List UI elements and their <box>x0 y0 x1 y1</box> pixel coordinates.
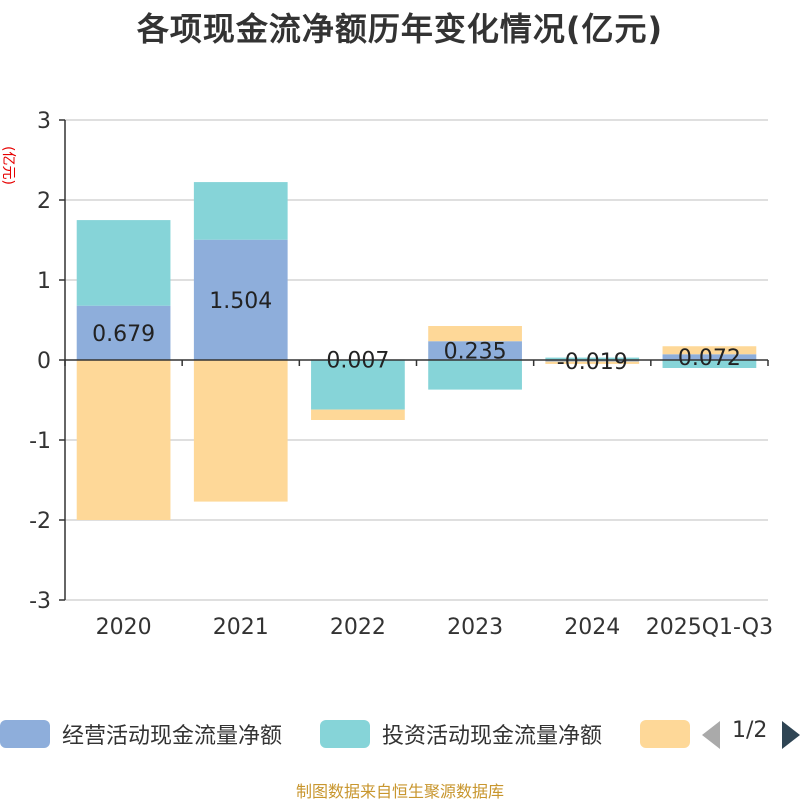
legend-item-operating[interactable]: 经营活动现金流量净额 <box>0 712 282 756</box>
x-tick-label: 2024 <box>564 615 620 640</box>
y-tick-label: 1 <box>37 269 51 294</box>
data-source-note: 制图数据来自恒生聚源数据库 <box>295 782 504 801</box>
legend-page-indicator: 1/2 <box>732 718 768 743</box>
legend-label-operating: 经营活动现金流量净额 <box>62 724 283 749</box>
legend-swatch-operating <box>0 720 50 748</box>
legend-prev-page-icon[interactable] <box>702 721 720 749</box>
x-tick-label: 2023 <box>447 615 503 640</box>
bar-series2-2021[interactable] <box>193 360 288 502</box>
data-label-2021: 1.504 <box>209 289 272 314</box>
bar-series0-2024[interactable] <box>545 360 640 362</box>
data-label-2023: 0.235 <box>444 340 507 365</box>
bar-series2-2024[interactable] <box>545 361 640 364</box>
legend-next-page-icon[interactable] <box>782 721 800 749</box>
legend-item-investing[interactable]: 投资活动现金流量净额 <box>320 712 602 756</box>
y-tick-label: 2 <box>37 189 51 214</box>
bar-series1-2020[interactable] <box>76 220 171 306</box>
data-label-2025Q1-Q3: 0.072 <box>678 346 741 371</box>
y-tick-label: 0 <box>37 349 51 374</box>
data-label-2022: 0.007 <box>326 349 389 374</box>
bar-series1-2022[interactable] <box>311 360 405 410</box>
bar-series1-2021[interactable] <box>193 182 288 240</box>
legend-swatch-financing <box>640 720 690 748</box>
y-tick-label: -3 <box>29 589 51 614</box>
x-tick-label: 2022 <box>330 615 386 640</box>
bar-series1-2025Q1-Q3[interactable] <box>662 360 757 368</box>
bar-series2-2025Q1-Q3[interactable] <box>662 346 757 355</box>
y-axis-unit-label: (亿元) <box>0 146 16 185</box>
y-tick-label: -1 <box>29 429 51 454</box>
legend: 经营活动现金流量净额 投资活动现金流量净额 <box>0 712 800 756</box>
legend-swatch-investing <box>320 720 370 748</box>
legend-item-financing[interactable] <box>640 712 690 756</box>
bar-series2-2020[interactable] <box>76 360 171 520</box>
x-tick-label: 2021 <box>213 615 269 640</box>
x-tick-label: 2025Q1-Q3 <box>646 615 773 640</box>
chart-plot: (亿元) -3 -2 -1 0 1 2 3 2020 2021 2022 2023 2024 2025… <box>0 109 773 640</box>
bar-series0-2021[interactable] <box>193 239 288 360</box>
bar-series1-2023[interactable] <box>428 360 522 390</box>
legend-label-investing: 投资活动现金流量净额 <box>382 724 603 749</box>
bar-series0-2023[interactable] <box>428 341 522 360</box>
bar-series1-2024[interactable] <box>545 357 640 360</box>
chart-title: 各项现金流净额历年变化情况(亿元) <box>136 10 664 48</box>
x-tick-label: 2020 <box>96 615 152 640</box>
bar-series0-2025Q1-Q3[interactable] <box>662 354 757 360</box>
y-tick-label: -2 <box>29 509 51 534</box>
data-label-2024: -0.019 <box>557 350 628 375</box>
bar-series2-2022[interactable] <box>311 409 405 420</box>
bar-series2-2023[interactable] <box>428 326 522 342</box>
data-label-2020: 0.679 <box>92 322 155 347</box>
legend-pager: 1/2 <box>700 712 800 756</box>
y-tick-label: 3 <box>37 109 51 134</box>
bar-series0-2020[interactable] <box>76 305 171 360</box>
